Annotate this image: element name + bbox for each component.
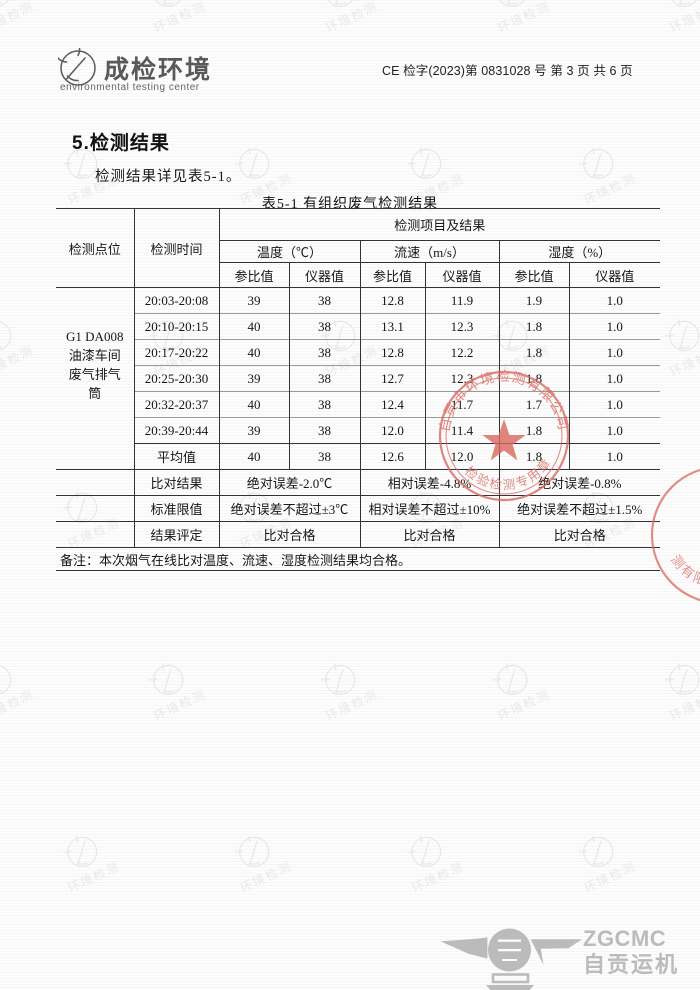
svg-text:ZGCMC: ZGCMC xyxy=(583,926,666,951)
svg-text:自贡运机: 自贡运机 xyxy=(583,952,679,977)
